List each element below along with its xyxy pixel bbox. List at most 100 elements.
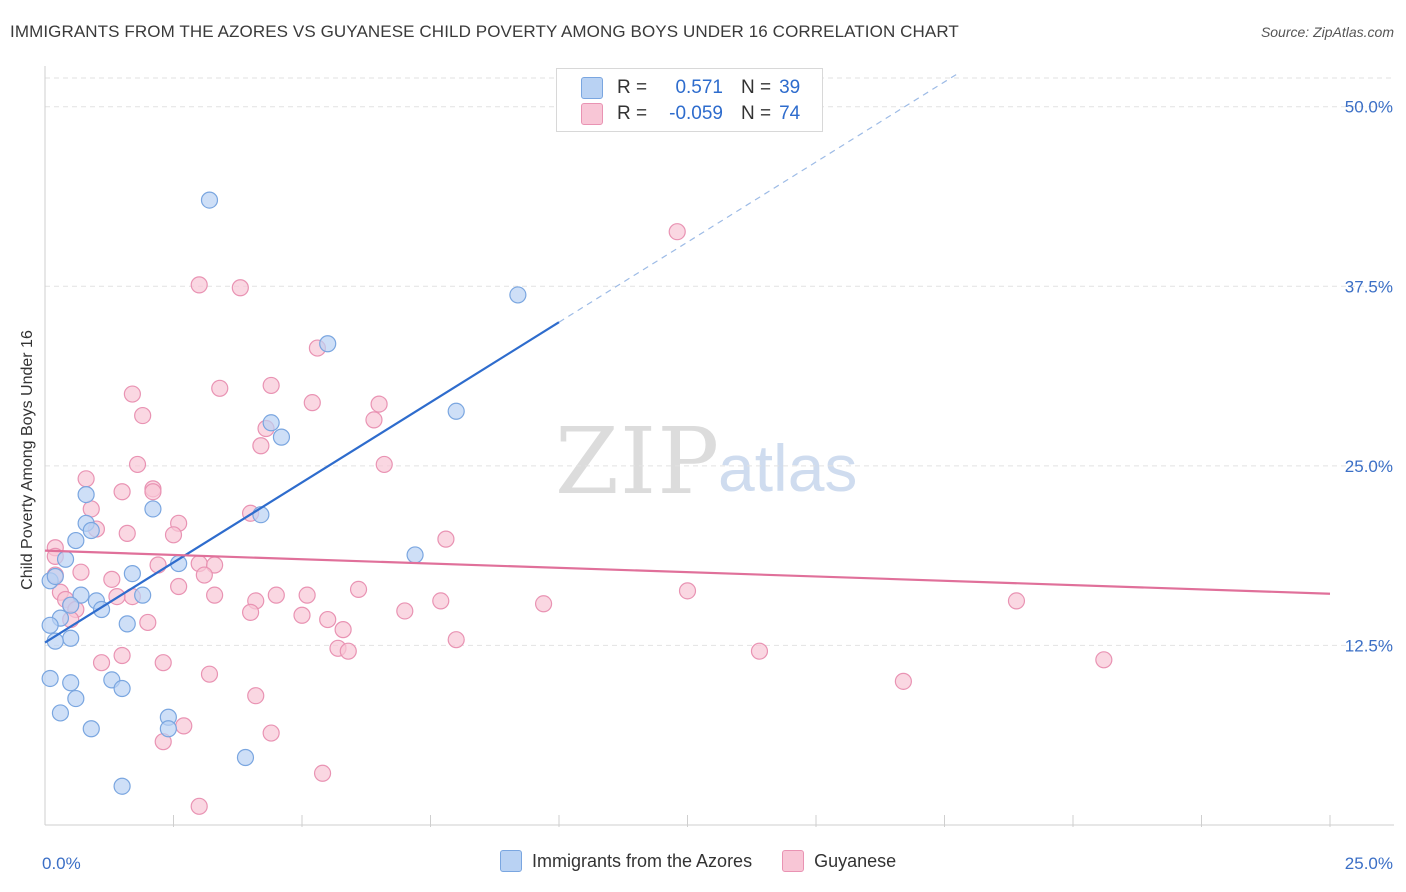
guyanese-point <box>1095 651 1113 669</box>
watermark-zip: ZIP <box>555 408 721 515</box>
guyanese-point <box>313 764 332 782</box>
guyanese-point <box>370 395 388 413</box>
y-tick-label: 50.0% <box>1345 98 1393 117</box>
r-label: R = <box>617 77 648 98</box>
guyanese-point <box>134 406 152 425</box>
guyanese-point <box>334 621 352 639</box>
guyanese-point <box>894 672 912 690</box>
guyanese-point <box>77 470 95 488</box>
azores-point <box>67 531 85 550</box>
azores-point <box>113 777 131 795</box>
guyanese-point <box>447 631 465 649</box>
x-tick-label: 0.0% <box>42 854 81 873</box>
guyanese-point <box>211 379 229 397</box>
guyanese-point <box>103 570 121 588</box>
legend-label-azores: Immigrants from the Azores <box>532 850 753 871</box>
n-label: N = <box>741 77 772 98</box>
r-label: R = <box>617 103 648 124</box>
n-value-azores: 39 <box>779 77 801 98</box>
azores-trendline-extension <box>558 71 961 323</box>
azores-point <box>62 596 80 614</box>
azores-point <box>319 335 337 353</box>
azores-point <box>41 669 59 688</box>
guyanese-point <box>113 483 131 501</box>
guyanese-point <box>144 483 162 501</box>
y-tick-label: 25.0% <box>1345 457 1393 476</box>
guyanese-point <box>154 654 172 672</box>
guyanese-point <box>319 610 337 629</box>
azores-point <box>406 546 424 564</box>
r-value-guyanese: -0.059 <box>669 103 723 124</box>
guyanese-point <box>231 279 249 297</box>
legend-swatch-azores <box>500 850 522 872</box>
guyanese-point <box>247 687 265 705</box>
legend-item-guyanese[interactable]: Guyanese <box>782 850 896 872</box>
azores-point <box>262 414 280 432</box>
guyanese-point <box>365 411 383 429</box>
guyanese-point <box>750 642 769 660</box>
guyanese-point <box>195 566 213 584</box>
azores-point <box>272 428 291 446</box>
guyanese-point <box>303 394 321 412</box>
guyanese-trendline <box>44 549 1331 595</box>
azores-point <box>82 720 100 738</box>
chart-title: IMMIGRANTS FROM THE AZORES VS GUYANESE C… <box>10 22 959 41</box>
guyanese-point <box>293 606 311 624</box>
azores-swatch <box>581 77 603 99</box>
guyanese-point <box>349 580 368 599</box>
stats-row-azores: R = 0.571 N = 39 <box>581 75 800 101</box>
guyanese-point <box>339 642 357 660</box>
guyanese-point <box>437 530 455 548</box>
x-tick-label: 25.0% <box>1345 854 1393 873</box>
legend-item-azores[interactable]: Immigrants from the Azores <box>500 850 752 872</box>
n-value-guyanese: 74 <box>779 103 801 124</box>
guyanese-point <box>128 455 147 474</box>
azores-point <box>509 286 527 304</box>
guyanese-point <box>242 603 260 621</box>
azores-point <box>77 485 95 504</box>
azores-point <box>46 567 64 586</box>
azores-point <box>67 689 85 708</box>
guyanese-point <box>252 437 270 455</box>
guyanese-point <box>92 654 111 672</box>
azores-point <box>62 674 80 692</box>
legend-label-guyanese: Guyanese <box>814 850 897 871</box>
guyanese-point <box>118 524 136 542</box>
guyanese-point <box>113 646 131 665</box>
guyanese-point <box>668 223 686 241</box>
guyanese-point <box>190 276 208 294</box>
azores-point <box>118 615 136 633</box>
n-label: N = <box>741 103 772 124</box>
azores-point <box>72 586 90 604</box>
y-tick-label: 12.5% <box>1345 636 1393 655</box>
guyanese-point <box>72 563 90 581</box>
azores-point <box>123 565 141 583</box>
legend-swatch-guyanese <box>782 850 805 872</box>
source-label: Source: ZipAtlas.com <box>1260 24 1394 40</box>
y-tick-label: 37.5% <box>1345 277 1393 296</box>
r-value-azores: 0.571 <box>675 77 723 98</box>
guyanese-point <box>123 385 141 403</box>
guyanese-point <box>139 613 157 632</box>
guyanese-point <box>267 586 285 604</box>
azores-point <box>144 500 162 518</box>
azores-point <box>447 402 465 420</box>
guyanese-point <box>262 724 280 742</box>
guyanese-point <box>375 455 393 474</box>
guyanese-point <box>678 582 697 600</box>
azores-point <box>41 616 59 634</box>
bottom-legend: Immigrants from the Azores Guyanese <box>500 850 926 872</box>
guyanese-point <box>262 376 280 395</box>
guyanese-point <box>170 577 188 596</box>
azores-point <box>82 521 100 540</box>
azores-point <box>62 629 80 647</box>
azores-point <box>134 586 152 604</box>
guyanese-point <box>534 595 553 613</box>
guyanese-point <box>164 526 183 544</box>
azores-point <box>200 191 219 209</box>
y-axis-label: Child Poverty Among Boys Under 16 <box>19 330 36 590</box>
guyanese-point <box>175 717 193 735</box>
guyanese-point <box>190 797 208 815</box>
guyanese-point <box>396 602 414 620</box>
